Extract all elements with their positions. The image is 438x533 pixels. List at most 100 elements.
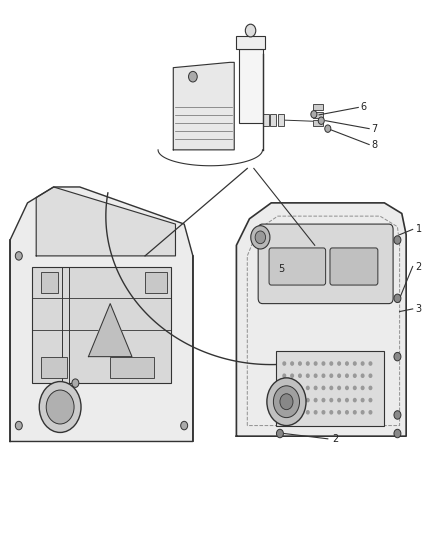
Circle shape <box>346 399 348 402</box>
Circle shape <box>394 236 401 244</box>
Circle shape <box>322 374 325 377</box>
Circle shape <box>291 411 293 414</box>
Circle shape <box>394 429 401 438</box>
Circle shape <box>314 399 317 402</box>
Circle shape <box>330 386 332 390</box>
FancyBboxPatch shape <box>330 248 378 285</box>
Circle shape <box>346 411 348 414</box>
Circle shape <box>307 374 309 377</box>
Circle shape <box>369 399 372 402</box>
Circle shape <box>72 379 79 387</box>
Circle shape <box>291 362 293 365</box>
Circle shape <box>39 382 81 432</box>
Bar <box>313 112 323 118</box>
Text: 8: 8 <box>371 140 378 150</box>
Circle shape <box>353 374 356 377</box>
Circle shape <box>291 386 293 390</box>
Circle shape <box>307 362 309 365</box>
Circle shape <box>353 386 356 390</box>
Circle shape <box>322 362 325 365</box>
Circle shape <box>276 429 283 438</box>
Text: 3: 3 <box>416 304 422 314</box>
FancyBboxPatch shape <box>237 36 265 49</box>
Circle shape <box>267 378 306 425</box>
Circle shape <box>325 125 331 132</box>
Bar <box>313 104 323 110</box>
Circle shape <box>322 386 325 390</box>
Circle shape <box>338 411 340 414</box>
Circle shape <box>255 231 265 244</box>
Circle shape <box>299 411 301 414</box>
Circle shape <box>188 71 197 82</box>
Bar <box>41 357 67 378</box>
Circle shape <box>280 394 293 410</box>
Circle shape <box>346 362 348 365</box>
Circle shape <box>307 411 309 414</box>
Circle shape <box>338 362 340 365</box>
Circle shape <box>318 117 324 124</box>
Circle shape <box>283 386 286 390</box>
Text: 2: 2 <box>332 434 339 444</box>
Circle shape <box>369 411 372 414</box>
Bar <box>110 357 154 378</box>
Circle shape <box>314 374 317 377</box>
Circle shape <box>299 374 301 377</box>
Circle shape <box>283 362 286 365</box>
Circle shape <box>353 399 356 402</box>
Circle shape <box>273 386 300 418</box>
Circle shape <box>251 225 270 249</box>
Polygon shape <box>88 304 132 357</box>
Bar <box>313 119 323 126</box>
Circle shape <box>322 411 325 414</box>
Circle shape <box>369 362 372 365</box>
Circle shape <box>330 374 332 377</box>
Circle shape <box>283 399 286 402</box>
Circle shape <box>307 386 309 390</box>
Text: 7: 7 <box>371 124 378 134</box>
Circle shape <box>283 411 286 414</box>
Circle shape <box>291 399 293 402</box>
Bar <box>262 114 268 126</box>
Polygon shape <box>237 203 406 436</box>
Text: 6: 6 <box>360 102 367 112</box>
Circle shape <box>245 24 256 37</box>
Circle shape <box>394 411 401 419</box>
Circle shape <box>283 374 286 377</box>
Bar <box>278 114 284 126</box>
Bar <box>145 272 167 293</box>
Text: 5: 5 <box>278 264 284 274</box>
Circle shape <box>361 386 364 390</box>
Polygon shape <box>36 187 176 256</box>
Circle shape <box>330 399 332 402</box>
Circle shape <box>299 362 301 365</box>
Circle shape <box>311 111 317 118</box>
Polygon shape <box>10 187 193 441</box>
Circle shape <box>314 362 317 365</box>
Circle shape <box>361 399 364 402</box>
Circle shape <box>299 386 301 390</box>
Circle shape <box>338 386 340 390</box>
Circle shape <box>15 252 22 260</box>
FancyBboxPatch shape <box>239 49 262 123</box>
Circle shape <box>346 386 348 390</box>
Circle shape <box>330 411 332 414</box>
Circle shape <box>15 421 22 430</box>
FancyBboxPatch shape <box>258 224 393 304</box>
Text: 1: 1 <box>416 224 422 235</box>
Circle shape <box>291 374 293 377</box>
Circle shape <box>338 399 340 402</box>
Text: 2: 2 <box>416 262 422 271</box>
Circle shape <box>46 390 74 424</box>
Circle shape <box>394 352 401 361</box>
Circle shape <box>361 362 364 365</box>
FancyBboxPatch shape <box>32 266 171 383</box>
Circle shape <box>322 399 325 402</box>
Bar <box>41 272 58 293</box>
Bar <box>270 114 276 126</box>
Polygon shape <box>173 62 234 150</box>
FancyBboxPatch shape <box>269 248 325 285</box>
Circle shape <box>307 399 309 402</box>
Circle shape <box>353 362 356 365</box>
FancyBboxPatch shape <box>276 351 385 425</box>
Circle shape <box>330 362 332 365</box>
